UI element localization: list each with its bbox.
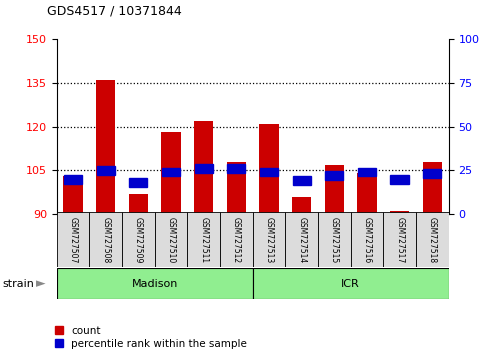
Bar xyxy=(57,212,89,267)
Bar xyxy=(96,80,115,214)
Bar xyxy=(155,212,187,267)
Bar xyxy=(390,211,409,214)
Text: Madison: Madison xyxy=(132,279,178,289)
Text: GSM727513: GSM727513 xyxy=(264,217,274,263)
Bar xyxy=(97,166,115,175)
Text: GSM727514: GSM727514 xyxy=(297,217,306,263)
Bar xyxy=(129,178,147,187)
Bar xyxy=(351,212,383,267)
Text: GSM727507: GSM727507 xyxy=(69,217,77,263)
Bar xyxy=(259,124,279,214)
Bar xyxy=(122,212,155,267)
Bar xyxy=(129,194,148,214)
Bar xyxy=(325,171,344,180)
Bar xyxy=(220,212,252,267)
Text: ►: ► xyxy=(35,277,45,290)
Text: strain: strain xyxy=(2,279,35,289)
Bar xyxy=(64,175,82,183)
Bar xyxy=(318,212,351,267)
Text: GSM727512: GSM727512 xyxy=(232,217,241,263)
Bar xyxy=(358,168,376,177)
Text: GSM727511: GSM727511 xyxy=(199,217,208,263)
Bar xyxy=(252,212,285,267)
Bar xyxy=(89,212,122,267)
Text: GSM727518: GSM727518 xyxy=(428,217,437,263)
Text: GSM727517: GSM727517 xyxy=(395,217,404,263)
Bar xyxy=(194,121,213,214)
Bar xyxy=(390,175,409,183)
Bar xyxy=(195,164,213,173)
Bar xyxy=(324,165,344,214)
Bar xyxy=(57,268,252,299)
Bar xyxy=(292,177,311,185)
Bar xyxy=(162,168,180,177)
Bar xyxy=(260,168,278,177)
Bar xyxy=(423,170,441,178)
Bar xyxy=(227,164,246,173)
Bar xyxy=(226,161,246,214)
Text: GSM727509: GSM727509 xyxy=(134,217,143,263)
Text: GDS4517 / 10371844: GDS4517 / 10371844 xyxy=(47,5,181,18)
Text: ICR: ICR xyxy=(341,279,360,289)
Legend: count, percentile rank within the sample: count, percentile rank within the sample xyxy=(55,326,247,349)
Bar xyxy=(383,212,416,267)
Text: GSM727515: GSM727515 xyxy=(330,217,339,263)
Bar xyxy=(292,197,312,214)
Bar xyxy=(63,176,83,214)
Bar xyxy=(285,212,318,267)
Text: GSM727508: GSM727508 xyxy=(101,217,110,263)
Bar xyxy=(161,132,181,214)
Bar xyxy=(416,212,449,267)
Bar xyxy=(187,212,220,267)
Bar xyxy=(357,173,377,214)
Text: GSM727516: GSM727516 xyxy=(362,217,372,263)
Bar xyxy=(423,161,442,214)
Bar xyxy=(252,268,449,299)
Text: GSM727510: GSM727510 xyxy=(167,217,176,263)
